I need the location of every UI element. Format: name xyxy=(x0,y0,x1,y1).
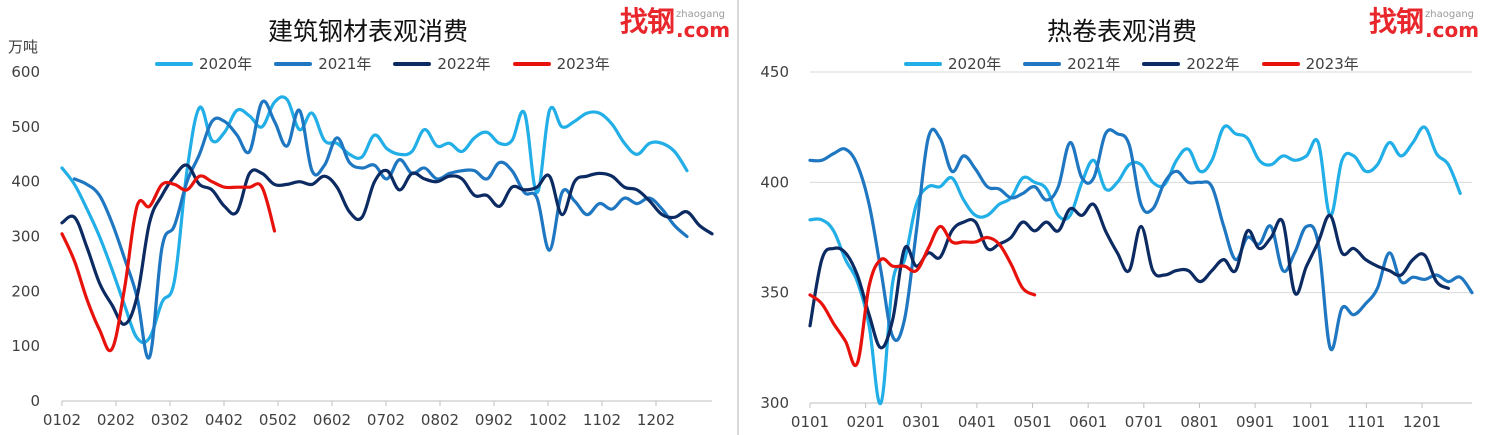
chart-right: 300 350 400 450 0101 0201 0301 0401 0501 0601 0701… xyxy=(760,63,1474,431)
series-line xyxy=(60,174,277,353)
x-tick-label: 1201 xyxy=(1403,413,1441,431)
legend: 2020年 2021年 2022年 2023年 xyxy=(904,53,1359,74)
chart-panel-left: 0 100 200 300 400 500 600 0102 0202 0302 0402 0502 0… xyxy=(0,0,737,435)
y-tick-label: 0 xyxy=(30,392,40,410)
legend-item: 2021年 xyxy=(1023,53,1120,74)
legend-label: 2021年 xyxy=(1067,55,1121,73)
legend-item: 2022年 xyxy=(393,53,491,74)
y-tick-label: 100 xyxy=(11,337,40,355)
y-tick-label: 500 xyxy=(11,118,40,136)
x-tick-label: 0301 xyxy=(902,413,940,431)
x-tick-label: 0402 xyxy=(205,411,243,429)
chart-title: 建筑钢材表观消费 xyxy=(268,17,469,46)
y-tick-label: 450 xyxy=(760,63,789,81)
legend-item: 2020年 xyxy=(155,53,252,74)
legend-label: 2022年 xyxy=(437,55,491,73)
legend-item: 2023年 xyxy=(512,53,610,74)
chart-title: 热卷表观消费 xyxy=(1047,17,1198,46)
y-tick-label: 200 xyxy=(11,282,40,300)
x-tick-label: 0701 xyxy=(1125,413,1163,431)
y-tick-label: 600 xyxy=(11,63,40,81)
legend-swatch xyxy=(393,61,432,66)
x-tick-label: 0601 xyxy=(1069,413,1107,431)
legend-label: 2021年 xyxy=(318,55,372,73)
x-tick-label: 0702 xyxy=(367,411,405,429)
x-tick-label: 0102 xyxy=(43,411,81,429)
x-tick-label: 0302 xyxy=(151,411,189,429)
legend-item: 2020年 xyxy=(904,53,1001,74)
legend-item: 2023年 xyxy=(1261,53,1359,74)
x-tick-label: 0602 xyxy=(313,411,351,429)
chart-left: 0 100 200 300 400 500 600 0102 0202 0302 0402 0502 0… xyxy=(11,63,714,429)
legend-label: 2022年 xyxy=(1186,55,1240,73)
series-line xyxy=(808,202,1450,350)
logo-text: 找钢 xyxy=(1369,5,1424,38)
legend-swatch xyxy=(904,61,942,66)
logo-text: 找钢 xyxy=(620,5,675,38)
legend-swatch xyxy=(1261,61,1300,66)
legend-swatch xyxy=(1142,61,1181,66)
x-tick-label: 0201 xyxy=(847,413,885,431)
x-tick-label: 1102 xyxy=(583,411,621,429)
legend-label: 2023年 xyxy=(556,55,610,73)
y-tick-label: 300 xyxy=(760,394,789,412)
x-tick-label: 0802 xyxy=(421,411,459,429)
y-tick-label: 400 xyxy=(11,173,40,191)
legend-label: 2020年 xyxy=(948,55,1002,73)
x-tick-label: 1101 xyxy=(1347,413,1385,431)
logo-domain: .com xyxy=(1425,18,1480,42)
x-tick-label: 0801 xyxy=(1180,413,1218,431)
x-tick-label: 0902 xyxy=(475,411,513,429)
x-tick-label: 0502 xyxy=(259,411,297,429)
legend: 2020年 2021年 2022年 2023年 xyxy=(155,53,610,74)
chart-panel-right: 300 350 400 450 0101 0201 0301 0401 0501 0601 0701… xyxy=(737,0,1500,435)
legend-swatch xyxy=(1023,61,1062,66)
x-tick-label: 0401 xyxy=(958,413,996,431)
logo-subtext: zhaogang xyxy=(1425,9,1475,20)
legend-item: 2021年 xyxy=(274,53,371,74)
y-tick-label: 350 xyxy=(760,284,789,302)
x-tick-label: 0101 xyxy=(791,413,829,431)
legend-swatch xyxy=(155,61,193,66)
series-line xyxy=(72,99,689,360)
x-tick-label: 0501 xyxy=(1013,413,1051,431)
logo-domain: .com xyxy=(676,18,731,42)
y-axis-unit-label: 万吨 xyxy=(8,38,39,56)
legend-swatch xyxy=(512,61,551,66)
x-tick-label: 1002 xyxy=(529,411,567,429)
series-line xyxy=(60,95,689,345)
logo-subtext: zhaogang xyxy=(676,9,726,20)
x-tick-label: 1202 xyxy=(637,411,675,429)
y-tick-label: 300 xyxy=(11,228,40,246)
x-tick-label: 0901 xyxy=(1236,413,1274,431)
series-line xyxy=(808,127,1474,352)
y-tick-label: 400 xyxy=(760,173,789,191)
legend-item: 2022年 xyxy=(1142,53,1240,74)
legend-label: 2020年 xyxy=(199,55,253,73)
zhaogang-logo: 找钢 zhaogang .com xyxy=(620,5,731,42)
legend-label: 2023年 xyxy=(1305,55,1359,73)
x-tick-label: 1001 xyxy=(1292,413,1330,431)
zhaogang-logo: 找钢 zhaogang .com xyxy=(1369,5,1480,42)
legend-swatch xyxy=(274,61,313,66)
x-tick-label: 0202 xyxy=(97,411,135,429)
series-line xyxy=(808,224,1037,368)
